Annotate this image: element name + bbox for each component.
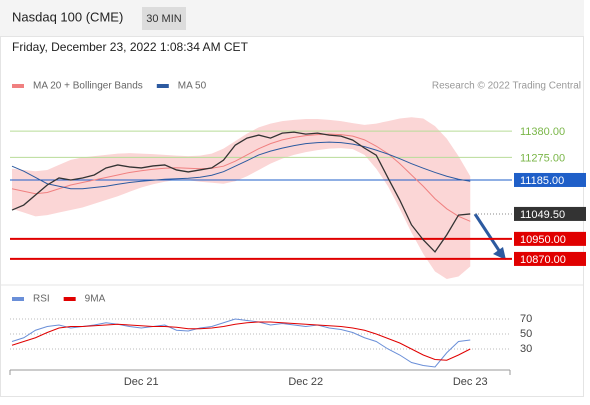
y-tick-label: 30	[520, 343, 532, 355]
y-tick-label: 70	[520, 313, 532, 325]
level-label: 11049.50	[520, 209, 565, 221]
price-line	[11, 131, 471, 253]
level-label: 11380.00	[520, 126, 565, 138]
level-box	[514, 206, 586, 221]
level-label: 10870.00	[520, 254, 566, 266]
level-label: 11185.00	[520, 175, 564, 187]
x-tick-label: Dec 21	[124, 376, 159, 388]
interval-label[interactable]: 30 MIN	[146, 13, 182, 25]
interval-button[interactable]	[142, 7, 186, 30]
legend-label: 9MA	[85, 294, 106, 305]
x-tick-label: Dec 22	[288, 376, 323, 388]
legend-label: RSI	[33, 294, 50, 305]
x-tick-label: Dec 23	[453, 376, 488, 388]
credit: Research © 2022 Trading Central	[432, 81, 581, 92]
y-tick-label: 50	[520, 328, 532, 340]
level-label: 10950.00	[520, 234, 566, 246]
legend-swatch	[63, 297, 76, 301]
series-line	[11, 141, 471, 190]
legend-swatch	[12, 297, 24, 301]
series-line	[11, 133, 471, 222]
timestamp: Friday, December 23, 2022 1:08:34 AM CET	[12, 40, 249, 54]
level-box	[514, 231, 586, 246]
level-box	[514, 251, 586, 266]
series-line	[11, 321, 471, 361]
level-box	[514, 172, 586, 187]
legend-swatch	[12, 84, 24, 88]
level-label: 11275.00	[520, 152, 565, 164]
forecast-arrow	[473, 213, 502, 253]
legend-label: MA 50	[178, 81, 207, 92]
legend-swatch	[156, 84, 169, 88]
header-bar	[0, 0, 584, 36]
legend-label: MA 20 + Bollinger Bands	[33, 81, 143, 92]
forecast-arrowhead	[493, 247, 506, 260]
title: Nasdaq 100 (CME)	[12, 9, 123, 24]
